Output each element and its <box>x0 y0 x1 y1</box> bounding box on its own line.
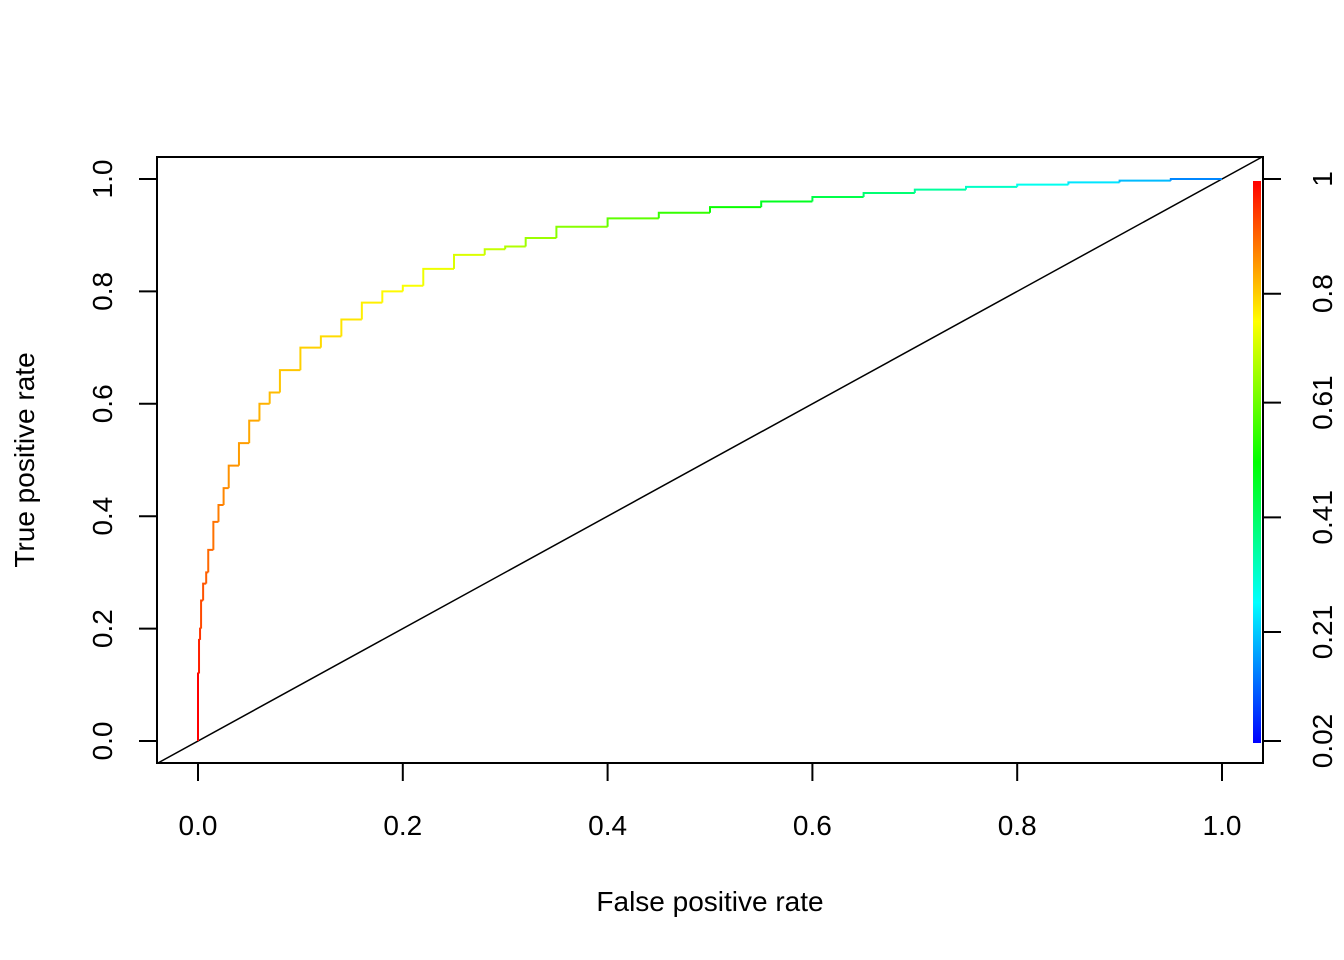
roc-curve-segment <box>258 402 270 421</box>
roc-curve-segment <box>1067 181 1120 185</box>
roc-curve-segment <box>422 267 454 286</box>
roc-curve-segment <box>227 464 239 489</box>
roc-curve-segment <box>222 487 229 505</box>
y-tick-label: 0.6 <box>87 384 118 423</box>
x-tick-label: 0.6 <box>793 810 832 841</box>
roc-curve-segment <box>248 419 260 444</box>
roc-curve-segment <box>504 245 526 250</box>
colorbar-tick-label: 0.8 <box>1307 274 1338 313</box>
roc-curve-segment <box>278 369 301 393</box>
roc-curve <box>197 178 1222 741</box>
colorbar-tick-label: 0.41 <box>1307 490 1338 545</box>
roc-curve-segment <box>811 195 864 202</box>
roc-curve-segment <box>197 672 200 741</box>
colorbar: 0.02 0.21 0.41 0.61 0.8 1 <box>1253 171 1338 768</box>
roc-curve-segment <box>319 335 342 348</box>
roc-curve-segment <box>200 599 204 629</box>
y-axis: 0.0 0.2 0.4 0.6 0.8 1.0 <box>87 160 158 761</box>
roc-curve-segment <box>1016 183 1069 187</box>
y-tick-label: 0.2 <box>87 609 118 648</box>
colorbar-tick-label: 0.02 <box>1307 714 1338 769</box>
roc-curve-segment <box>1118 179 1171 183</box>
colorbar-gradient <box>1253 181 1261 743</box>
roc-curve-segment <box>453 253 485 269</box>
roc-curve-segment <box>198 638 201 674</box>
roc-curve-segment <box>205 571 209 584</box>
y-tick-label: 0.8 <box>87 272 118 311</box>
y-axis-label: True positive rate <box>9 352 40 567</box>
roc-curve-segment <box>207 548 214 573</box>
reference-diagonal-group <box>156 155 1264 765</box>
roc-curve-segment <box>212 520 219 550</box>
roc-curve-segment <box>360 301 383 320</box>
colorbar-tick-label: 0.61 <box>1307 375 1338 430</box>
x-tick-label: 0.0 <box>179 810 218 841</box>
roc-curve-segment <box>483 248 506 255</box>
roc-curve-segment <box>268 391 280 404</box>
roc-curve-segment <box>965 185 1018 190</box>
y-tick-label: 0.4 <box>87 497 118 536</box>
x-tick-label: 0.8 <box>998 810 1037 841</box>
colorbar-tick-label: 1 <box>1307 171 1338 187</box>
roc-curve-segment <box>299 346 321 371</box>
x-tick-label: 1.0 <box>1203 810 1242 841</box>
x-tick-label: 0.4 <box>588 810 627 841</box>
roc-curve-segment <box>913 188 966 194</box>
reference-diagonal <box>156 155 1264 765</box>
roc-curve-segment <box>709 206 762 213</box>
roc-curve-segment <box>555 225 608 239</box>
x-axis: 0.0 0.2 0.4 0.6 0.8 1.0 <box>179 762 1242 841</box>
roc-curve-segment <box>401 284 424 292</box>
roc-curve-segment <box>199 627 202 640</box>
roc-curve-segment <box>202 582 207 601</box>
x-axis-label: False positive rate <box>596 886 823 917</box>
roc-curve-segment <box>524 237 557 247</box>
roc-curve-segment <box>862 192 915 197</box>
roc-curve-segment <box>760 200 813 208</box>
roc-curve-segment <box>237 442 250 466</box>
x-tick-label: 0.2 <box>383 810 422 841</box>
roc-curve-segment <box>657 211 710 219</box>
roc-curve-segment <box>340 318 362 337</box>
roc-curve-segment <box>606 217 659 227</box>
roc-curve-segment <box>217 503 224 522</box>
roc-curve-segment <box>381 290 403 303</box>
y-tick-label: 0.0 <box>87 722 118 761</box>
y-tick-label: 1.0 <box>87 160 118 199</box>
colorbar-tick-label: 0.21 <box>1307 605 1338 660</box>
roc-curve-segment <box>1169 178 1222 181</box>
